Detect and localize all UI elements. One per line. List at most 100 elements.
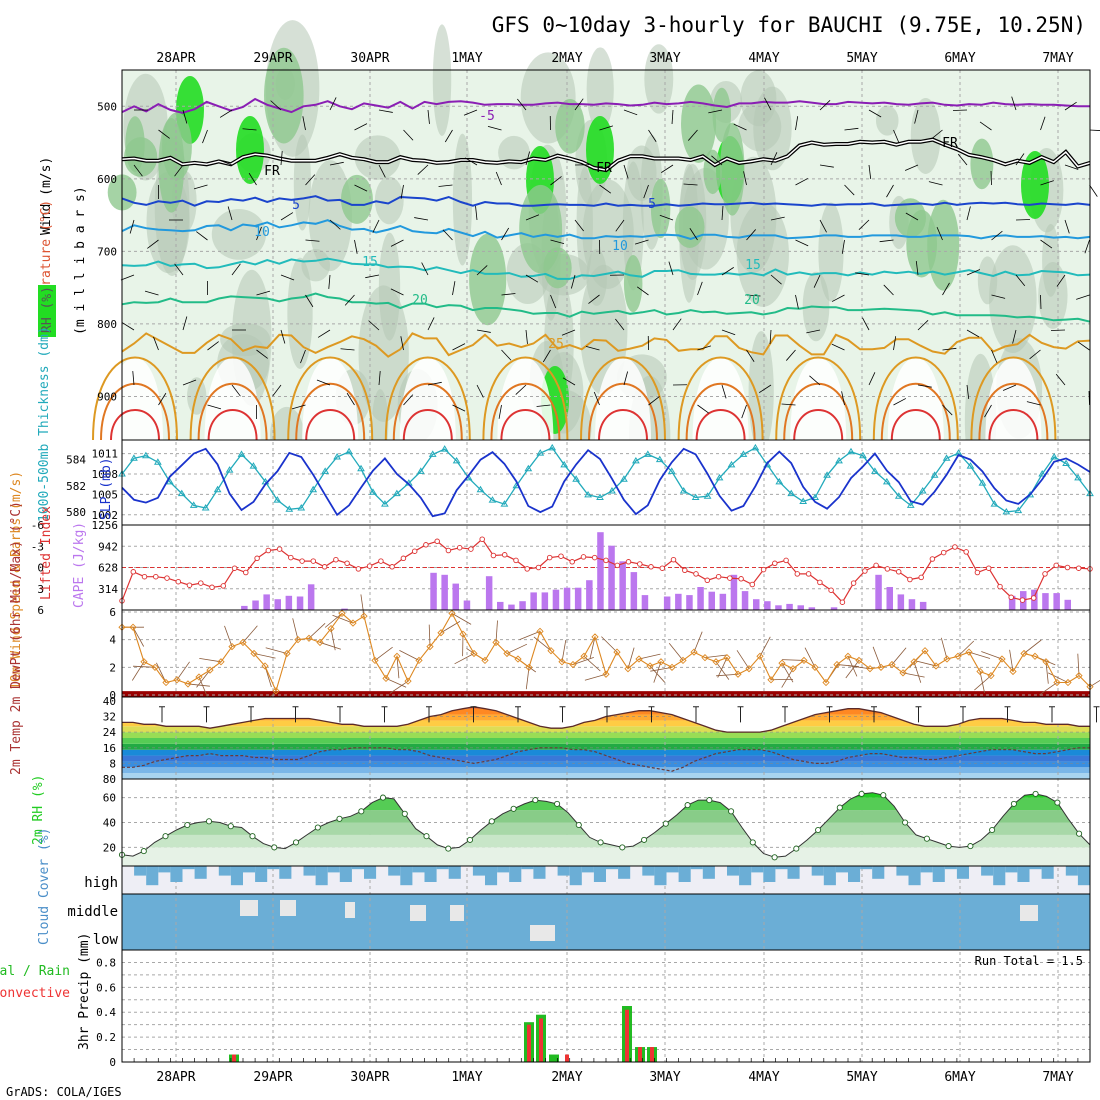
lifted-index-point [648, 564, 654, 570]
thickness-point [667, 467, 676, 474]
date-label-top: 5MAY [846, 51, 877, 66]
cape-tick-label: 314 [98, 583, 118, 596]
warm-pocket [790, 357, 847, 440]
wind-barb [476, 265, 488, 276]
cape-bar [641, 595, 649, 610]
lifted-index-point [704, 577, 711, 584]
lifted-index-point [333, 556, 339, 563]
hot-contour [685, 382, 756, 441]
wind-barb [1055, 373, 1066, 386]
rh-point [292, 839, 300, 846]
run-total-label: Run Total = 1.5 [975, 954, 1083, 968]
wind-barb [144, 290, 159, 296]
wind-barb [883, 284, 894, 296]
wind-barb [643, 184, 649, 199]
contour-label: FR [264, 164, 280, 179]
rh-point [401, 810, 408, 817]
wind-barb [795, 239, 809, 247]
lifted-index-point [772, 560, 778, 567]
wind-barb [1040, 116, 1046, 131]
wind-speed-point [1053, 678, 1061, 687]
wind-barb-10m [265, 647, 288, 654]
thickness-point [536, 449, 545, 456]
precip-convective-bar [638, 1047, 642, 1062]
wind-barb [991, 230, 1003, 241]
lifted-index-point [468, 546, 474, 552]
lifted-index-point [940, 549, 947, 556]
wind-barb [1002, 384, 1017, 391]
wind-speed-point [580, 652, 588, 660]
cloud-high-cell [557, 866, 570, 876]
date-label-bottom: 5MAY [846, 1070, 877, 1085]
rh-shade-mid [650, 178, 671, 239]
warm-pocket [399, 357, 456, 440]
thickness-point [392, 489, 401, 497]
wind-barb [697, 281, 703, 296]
cloud-high-cell [690, 866, 703, 870]
thickness-point [357, 464, 365, 472]
rh-point [445, 845, 452, 852]
rh-shade-gray [1038, 261, 1068, 329]
thickness-point [823, 471, 831, 478]
lifted-index-point [614, 562, 621, 569]
wind-barb [329, 219, 341, 230]
wind-speed-line [122, 612, 1091, 693]
wind-barb [300, 349, 306, 364]
rh-point [706, 797, 713, 804]
lifted-index-point [434, 538, 440, 545]
cape-bar [830, 607, 838, 610]
wind-barb [452, 404, 466, 412]
temp-band [122, 726, 1090, 733]
wind-barb-10m [584, 673, 607, 681]
lifted-index-point [400, 555, 407, 562]
cloud-high-cell [388, 866, 401, 876]
wind-barb-10m [132, 665, 156, 668]
contour-label: 20 [744, 293, 760, 308]
lifted-index-point [670, 556, 677, 563]
lifted-index-point [569, 559, 575, 565]
wind-barb [1084, 239, 1090, 254]
wind-barb [147, 239, 159, 249]
contour-label: 10 [612, 239, 628, 254]
date-label-bottom: 29APR [253, 1070, 292, 1085]
wind-barb [182, 109, 188, 124]
lifted-index-point [153, 573, 159, 580]
wind-barb-10m [781, 662, 794, 683]
cape-bar [686, 595, 693, 610]
wind-barb [487, 125, 502, 131]
rh-shade-gray [308, 160, 352, 272]
wind-speed-point [151, 663, 159, 671]
date-label-bottom: 3MAY [649, 1070, 680, 1085]
thickness-point [213, 485, 222, 493]
wind-barb [207, 341, 219, 351]
rh-shade-gray [626, 145, 657, 201]
cloud-high-cell [944, 866, 957, 870]
pressure-tick-label: 900 [97, 390, 117, 403]
wind-barb [905, 212, 919, 221]
wind-barb [242, 128, 257, 131]
wind-speed-point [503, 649, 511, 658]
cloud-high-cell [472, 866, 485, 876]
thickness-point [906, 501, 915, 508]
hot-contour [783, 382, 854, 441]
thickness-point [142, 451, 150, 459]
thickness-point [882, 477, 891, 485]
rh-point [379, 794, 387, 801]
warm-pocket [595, 357, 651, 440]
temp-band [122, 749, 1090, 756]
wind-speed-point [679, 656, 687, 665]
rh-shade-gray [293, 134, 311, 231]
lifted-index-point [310, 558, 317, 564]
thickness-point [572, 475, 581, 482]
slp-tick-label: 1005 [92, 488, 119, 501]
cloud-high-cell [146, 866, 159, 886]
wind-barb-10m [451, 613, 472, 625]
cloud-gap-cell [240, 900, 258, 916]
axis-labels: 28APR 28APR 29APR 29APR 30APR 30APR 1MAY 1MAY 2M… [0, 51, 1083, 1085]
thickness-point [871, 467, 879, 474]
wind-barb [182, 379, 197, 386]
wind-barb [120, 274, 135, 281]
wind-barb [746, 349, 755, 362]
cape-bar [741, 591, 749, 610]
temperature-contour [121, 292, 1091, 323]
